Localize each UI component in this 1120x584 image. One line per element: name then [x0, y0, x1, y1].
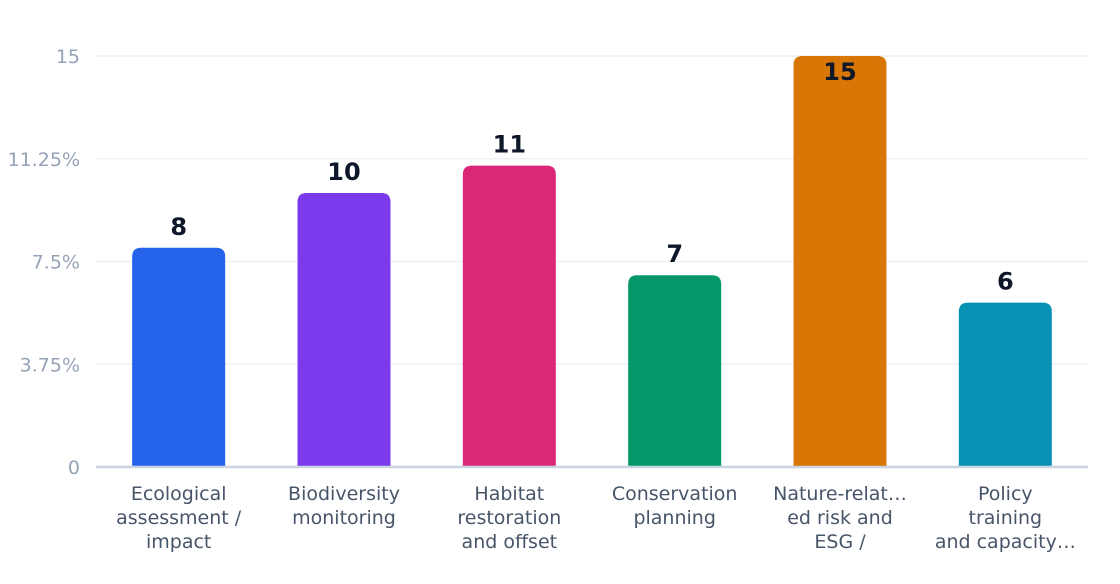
y-axis-ticks: 0 3.75% 7.5% 11.25% 15 — [8, 46, 80, 479]
y-tick-label: 15 — [56, 46, 80, 68]
y-tick-label: 0 — [68, 457, 80, 479]
bar — [958, 302, 1052, 467]
category-label: Habitat restoration and offset — [457, 483, 561, 553]
bar-value-label: 10 — [327, 158, 360, 186]
bar — [628, 275, 722, 467]
category-label: Biodiversity monitoring — [288, 483, 400, 529]
bar — [462, 165, 556, 467]
bar-value-label: 6 — [997, 268, 1014, 296]
value-labels: 8 10 11 7 15 6 — [170, 58, 1013, 296]
y-tick-label: 11.25% — [8, 149, 80, 171]
category-label: Nature-relat… ed risk and ESG / — [773, 483, 907, 553]
category-label: Conservation planning — [612, 483, 738, 529]
bars — [132, 56, 1052, 467]
category-label: Policy training and capacity… — [935, 483, 1076, 553]
y-tick-label: 3.75% — [20, 354, 80, 376]
bar-value-label: 8 — [170, 213, 187, 241]
y-tick-label: 7.5% — [32, 252, 80, 274]
grid-lines — [96, 55, 1088, 365]
bar-value-label: 15 — [823, 58, 856, 86]
category-label: Ecological assessment / impact — [116, 483, 242, 553]
bar-value-label: 11 — [493, 131, 526, 159]
bar — [297, 193, 391, 467]
bar-value-label: 7 — [666, 240, 683, 268]
bar — [793, 56, 887, 467]
category-labels: Ecological assessment / impact Biodiversity… — [116, 483, 1076, 553]
bar — [132, 247, 226, 467]
